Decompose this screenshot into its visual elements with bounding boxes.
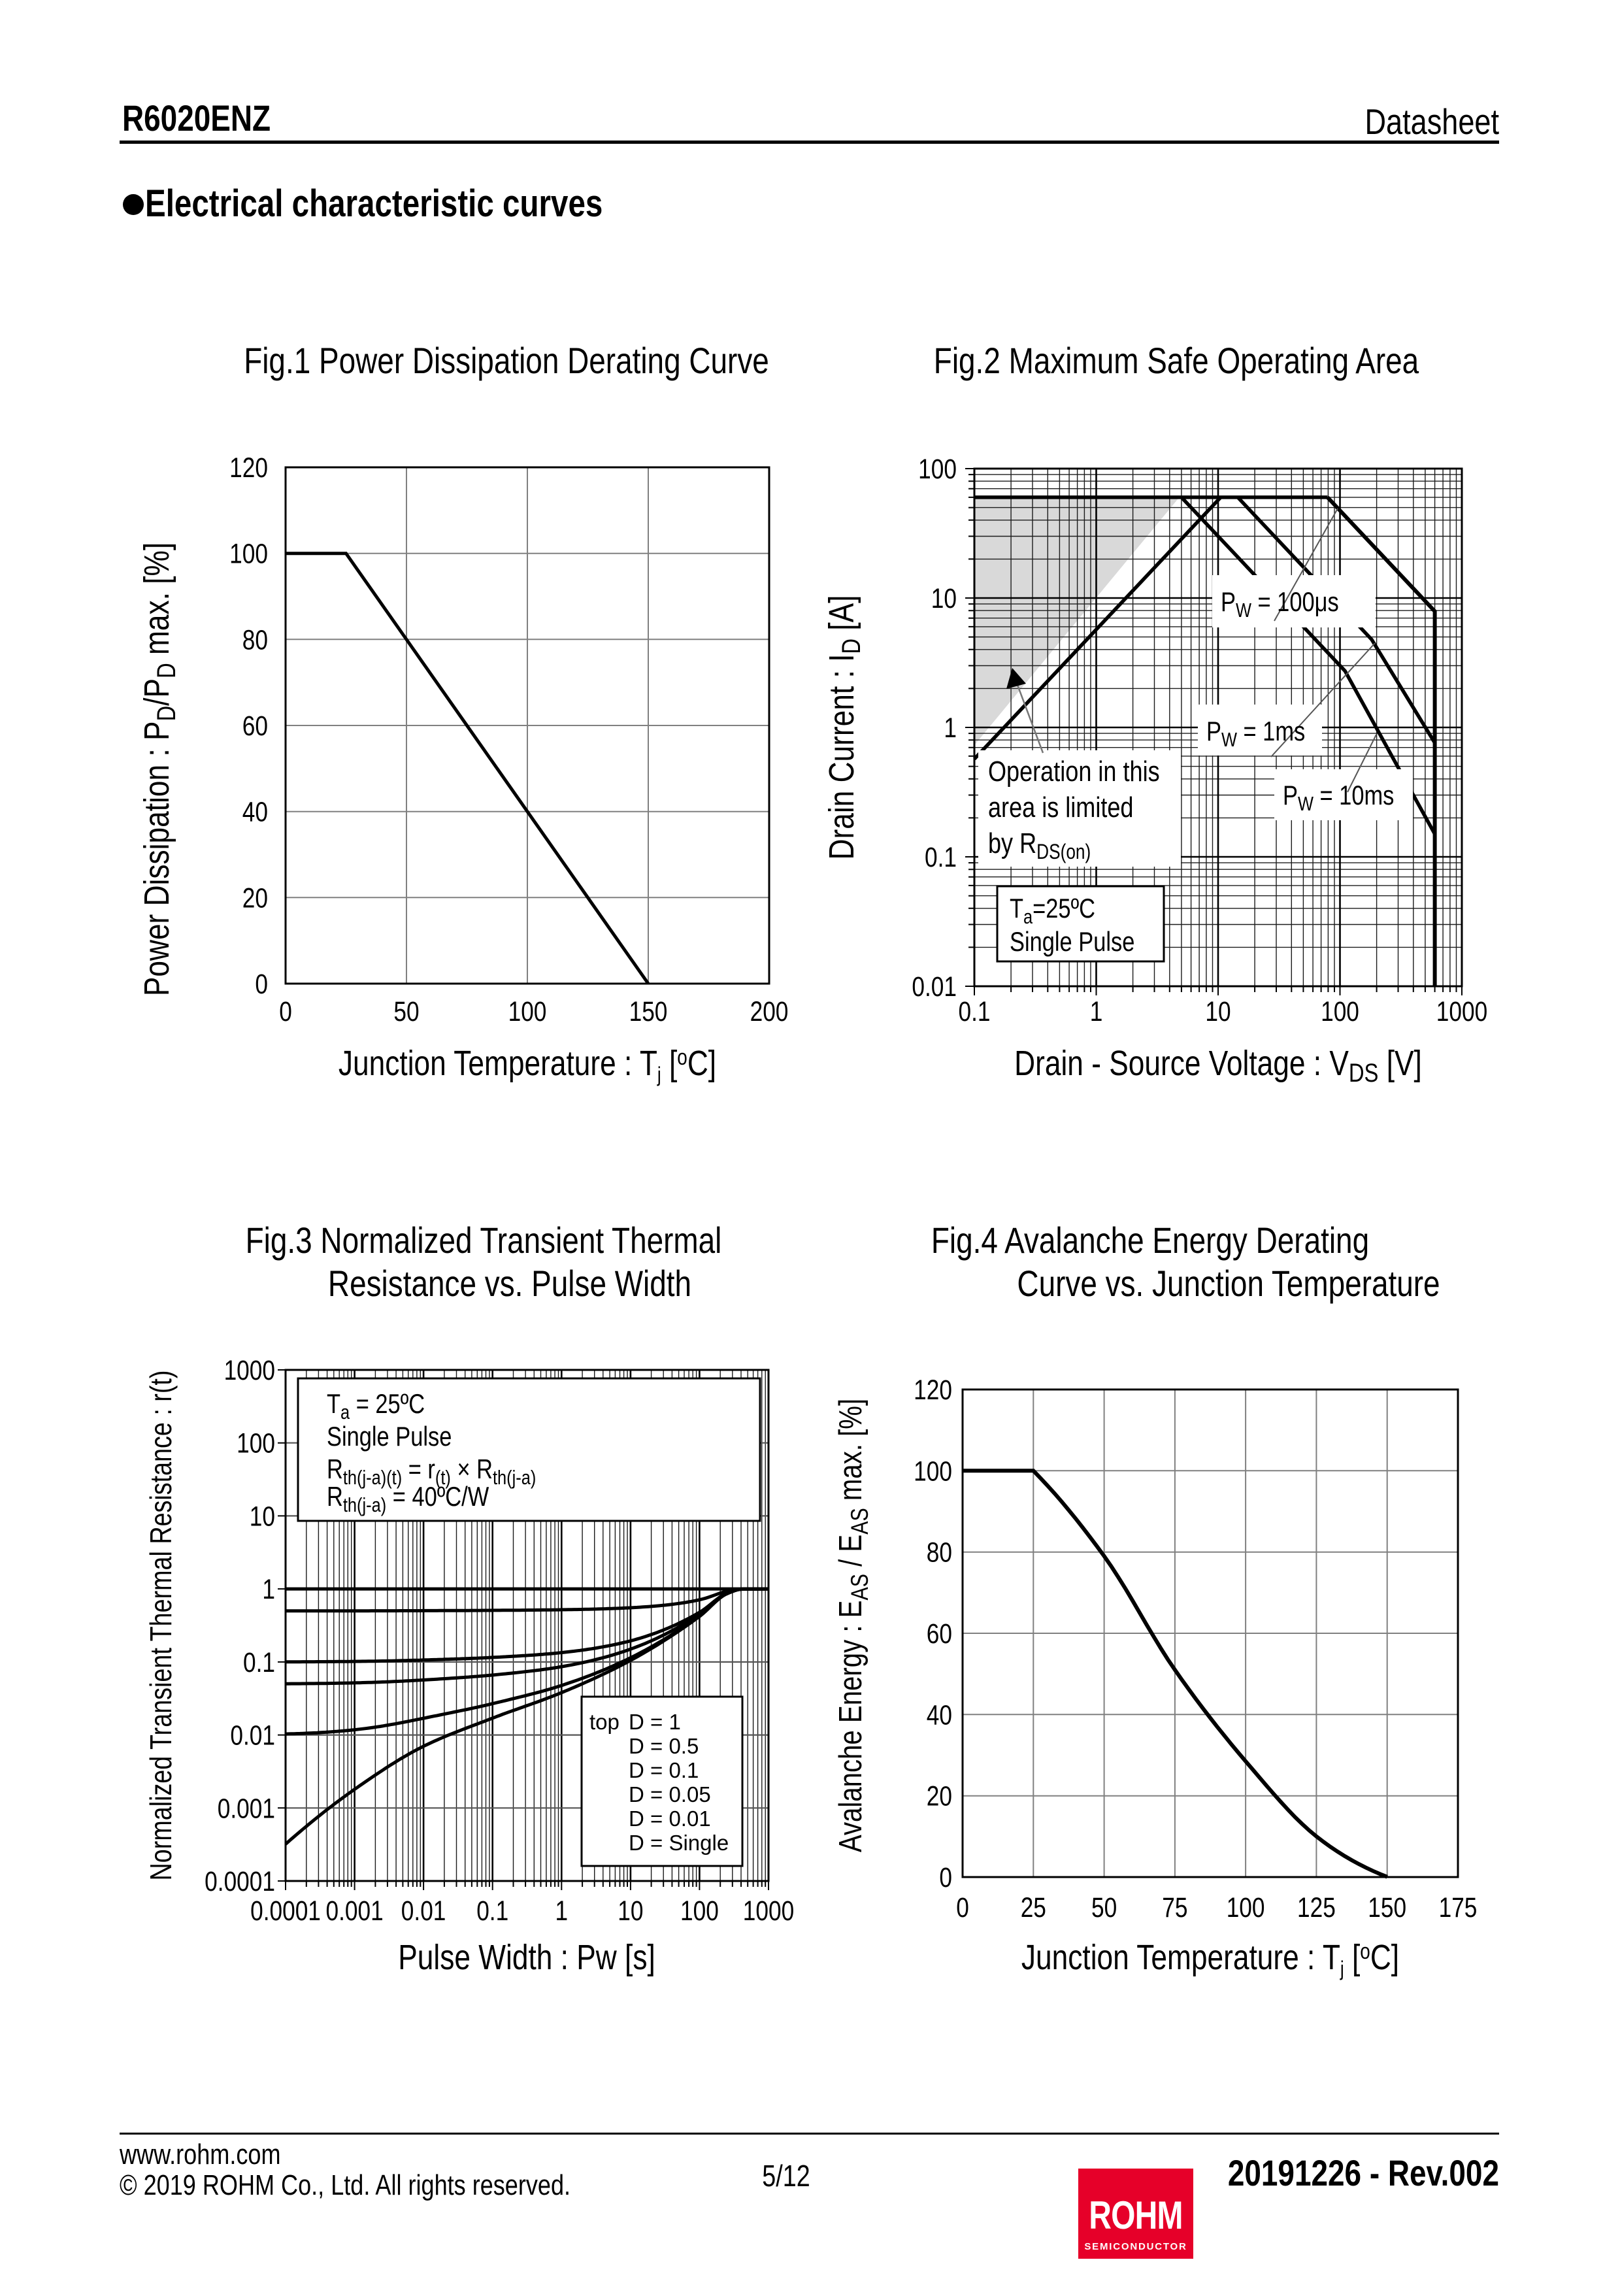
svg-text:0: 0 (255, 969, 268, 1000)
svg-text:25: 25 (1021, 1892, 1046, 1923)
svg-text:1000: 1000 (224, 1355, 275, 1386)
svg-text:0: 0 (279, 996, 292, 1027)
svg-text:100: 100 (914, 1456, 952, 1487)
svg-text:100: 100 (1321, 996, 1359, 1027)
svg-text:Fig.3 Normalized Transient The: Fig.3 Normalized Transient Thermal (246, 1220, 722, 1261)
svg-text:Resistance vs. Pulse Width: Resistance vs. Pulse Width (328, 1263, 691, 1304)
svg-text:Junction Temperature : Tj [oC]: Junction Temperature : Tj [oC] (339, 1044, 716, 1087)
svg-text:0: 0 (956, 1892, 969, 1923)
svg-text:Avalanche Energy : EAS / EAS m: Avalanche Energy : EAS / EAS max. [%] (833, 1399, 873, 1852)
svg-text:80: 80 (242, 624, 268, 656)
svg-text:0.1: 0.1 (958, 996, 990, 1027)
svg-text:0.001: 0.001 (325, 1895, 383, 1927)
svg-text:10: 10 (618, 1895, 643, 1927)
svg-text:Fig.2 Maximum Safe Operating A: Fig.2 Maximum Safe Operating Area (934, 341, 1419, 381)
svg-text:100: 100 (508, 996, 547, 1027)
svg-text:20191226 - Rev.002: 20191226 - Rev.002 (1228, 2153, 1499, 2193)
svg-text:200: 200 (750, 996, 789, 1027)
svg-text:100: 100 (918, 454, 957, 485)
svg-text:Normalized Transient Thermal R: Normalized Transient Thermal Resistance … (144, 1371, 177, 1881)
svg-text:1: 1 (1090, 996, 1103, 1027)
svg-text:D = 0.01: D = 0.01 (629, 1806, 711, 1831)
svg-text:0.001: 0.001 (218, 1793, 275, 1824)
svg-text:0.1: 0.1 (925, 842, 957, 873)
svg-text:Rth(j-a) = 40ºC/W: Rth(j-a) = 40ºC/W (327, 1482, 489, 1517)
svg-text:1: 1 (555, 1895, 568, 1927)
svg-text:Fig.1 Power Dissipation Derati: Fig.1 Power Dissipation Derating Curve (244, 341, 769, 381)
svg-text:D = 1: D = 1 (629, 1710, 681, 1734)
svg-text:Fig.4 Avalanche Energy Deratin: Fig.4 Avalanche Energy Derating (931, 1220, 1369, 1261)
svg-text:Single Pulse: Single Pulse (1010, 927, 1134, 957)
svg-text:R6020ENZ: R6020ENZ (122, 98, 271, 139)
svg-text:D = 0.5: D = 0.5 (629, 1734, 699, 1758)
svg-text:D = 0.1: D = 0.1 (629, 1758, 699, 1782)
svg-text:Operation in this: Operation in this (988, 756, 1160, 788)
svg-text:0.0001: 0.0001 (205, 1866, 275, 1897)
svg-text:SEMICONDUCTOR: SEMICONDUCTOR (1084, 2241, 1187, 2252)
svg-text:50: 50 (393, 996, 419, 1027)
svg-text:ROHM: ROHM (1089, 2193, 1182, 2237)
svg-text:0.0001: 0.0001 (250, 1895, 321, 1927)
svg-text:100: 100 (680, 1895, 719, 1927)
svg-text:Curve vs. Junction Temperature: Curve vs. Junction Temperature (1017, 1263, 1440, 1304)
svg-text:60: 60 (242, 710, 268, 742)
svg-text:120: 120 (914, 1374, 952, 1406)
svg-text:area is limited: area is limited (988, 791, 1133, 824)
svg-text:1000: 1000 (743, 1895, 794, 1927)
svg-text:10: 10 (931, 583, 957, 614)
svg-text:Drain Current : ID [A]: Drain Current : ID [A] (822, 595, 866, 860)
svg-text:PW = 1ms: PW = 1ms (1206, 716, 1305, 752)
svg-text:D = Single: D = Single (629, 1831, 729, 1855)
svg-text:40: 40 (242, 796, 268, 827)
svg-text:0.01: 0.01 (230, 1720, 275, 1751)
svg-text:D = 0.05: D = 0.05 (629, 1782, 711, 1806)
svg-text:1000: 1000 (1436, 996, 1487, 1027)
svg-text:100: 100 (1227, 1892, 1265, 1923)
svg-text:40: 40 (927, 1699, 952, 1731)
svg-text:0.1: 0.1 (476, 1895, 508, 1927)
svg-text:60: 60 (927, 1618, 952, 1650)
svg-text:150: 150 (1368, 1892, 1406, 1923)
svg-text:0.1: 0.1 (243, 1647, 275, 1678)
svg-text:100: 100 (237, 1427, 275, 1459)
svg-text:175: 175 (1439, 1892, 1478, 1923)
svg-text:Pulse Width : Pw [s]: Pulse Width : Pw [s] (398, 1938, 655, 1977)
svg-text:20: 20 (927, 1780, 952, 1812)
svg-text:0.01: 0.01 (912, 971, 957, 1003)
svg-text:© 2019 ROHM Co., Ltd. All righ: © 2019 ROHM Co., Ltd. All rights reserve… (120, 2169, 570, 2201)
svg-text:80: 80 (927, 1537, 952, 1568)
svg-text:120: 120 (229, 452, 268, 484)
svg-text:Junction Temperature : Tj [oC]: Junction Temperature : Tj [oC] (1021, 1938, 1399, 1981)
svg-text:125: 125 (1297, 1892, 1336, 1923)
svg-text:www.rohm.com: www.rohm.com (119, 2138, 280, 2171)
svg-text:Power Dissipation : PD/PD max.: Power Dissipation : PD/PD max. [%] (137, 542, 181, 996)
svg-text:Datasheet: Datasheet (1364, 101, 1499, 142)
svg-text:0: 0 (939, 1862, 952, 1893)
svg-text:100: 100 (229, 538, 268, 569)
svg-text:Electrical characteristic curv: Electrical characteristic curves (145, 183, 603, 225)
svg-text:1: 1 (262, 1574, 275, 1605)
svg-text:50: 50 (1091, 1892, 1117, 1923)
svg-text:150: 150 (629, 996, 668, 1027)
svg-text:Ta = 25ºC: Ta = 25ºC (327, 1389, 425, 1424)
svg-text:1: 1 (944, 712, 957, 744)
svg-text:10: 10 (1205, 996, 1231, 1027)
svg-text:10: 10 (250, 1501, 275, 1532)
svg-text:75: 75 (1162, 1892, 1187, 1923)
svg-text:20: 20 (242, 882, 268, 914)
svg-text:5/12: 5/12 (762, 2159, 810, 2192)
svg-text:0.01: 0.01 (401, 1895, 446, 1927)
svg-text:Ta=25ºC: Ta=25ºC (1010, 893, 1095, 929)
svg-text:top: top (589, 1710, 620, 1734)
svg-text:Single Pulse: Single Pulse (327, 1422, 452, 1452)
